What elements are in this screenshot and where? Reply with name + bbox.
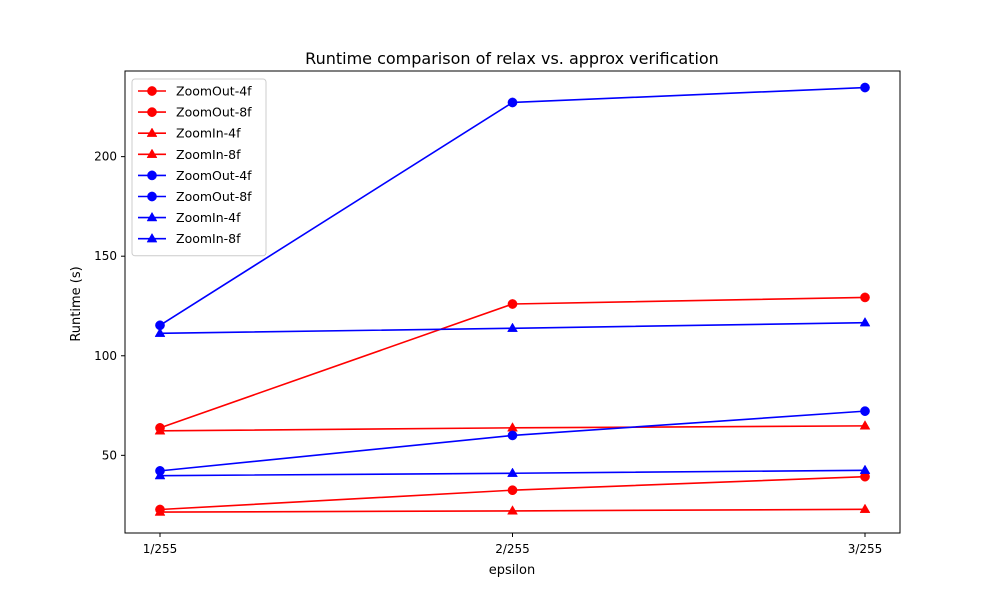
- legend-label: ZoomOut-8f: [176, 105, 252, 120]
- y-axis-label: Runtime (s): [69, 266, 84, 341]
- series-6: [154, 464, 871, 480]
- legend-marker: [147, 170, 157, 181]
- data-point: [507, 467, 518, 477]
- data-point: [860, 406, 870, 416]
- data-point: [154, 469, 166, 480]
- legend-item: ZoomOut-8f: [138, 189, 252, 204]
- data-point: [507, 505, 518, 515]
- legend-marker: [146, 232, 158, 243]
- legend-label: ZoomOut-4f: [176, 168, 252, 183]
- legend-label: ZoomOut-8f: [176, 189, 252, 204]
- legend-label: ZoomIn-8f: [176, 147, 241, 162]
- data-point: [860, 82, 870, 93]
- legend-item: ZoomOut-4f: [138, 84, 252, 99]
- series-7: [154, 317, 871, 337]
- series-5: [155, 82, 870, 331]
- legend-item: ZoomIn-4f: [138, 210, 241, 225]
- plot-area: 1/255 2/255 3/255 50 100 150 200: [94, 70, 901, 556]
- data-point: [859, 464, 871, 474]
- legend-item: ZoomIn-4f: [138, 126, 241, 141]
- data-point: [859, 503, 871, 513]
- x-axis-label: epsilon: [489, 563, 535, 578]
- data-point: [507, 485, 518, 496]
- data-point: [507, 299, 518, 309]
- series-1: [155, 292, 870, 433]
- legend-marker: [146, 148, 158, 158]
- y-tick-label: 100: [94, 349, 117, 363]
- series-line: [159, 296, 866, 429]
- legend-item: ZoomIn-8f: [138, 231, 241, 246]
- data-point: [154, 327, 166, 337]
- legend-label: ZoomIn-4f: [176, 210, 241, 225]
- x-tick-label: 1/255: [143, 542, 178, 556]
- data-point: [860, 292, 870, 303]
- chart-title: Runtime comparison of relax vs. approx v…: [305, 49, 719, 68]
- legend-marker: [146, 211, 158, 222]
- legend-item: ZoomOut-8f: [138, 105, 252, 120]
- legend: ZoomOut-4f ZoomOut-8f ZoomIn-4f ZoomIn-8f Zo…: [131, 78, 267, 257]
- x-tick-label: 3/255: [848, 542, 883, 556]
- legend-label: ZoomIn-4f: [176, 126, 241, 141]
- legend-box: [131, 78, 267, 257]
- y-tick-label: 50: [102, 448, 117, 462]
- data-point: [507, 430, 518, 441]
- series-line: [159, 410, 866, 472]
- series-4: [155, 406, 870, 476]
- legend-marker: [147, 86, 157, 96]
- data-point: [154, 506, 166, 516]
- data-point: [507, 422, 518, 432]
- legend-marker: [147, 191, 157, 202]
- legend-label: ZoomOut-4f: [176, 84, 252, 99]
- data-point: [859, 420, 871, 430]
- data-point: [154, 425, 166, 435]
- y-tick-label: 150: [94, 249, 117, 263]
- data-point: [859, 317, 871, 327]
- legend-item: ZoomOut-4f: [138, 168, 252, 183]
- data-point: [507, 97, 518, 108]
- legend-label: ZoomIn-8f: [176, 231, 241, 246]
- series-2: [154, 503, 871, 516]
- y-tick-label: 200: [94, 150, 117, 164]
- legend-marker: [147, 107, 157, 117]
- legend-item: ZoomIn-8f: [138, 147, 241, 162]
- data-point: [507, 322, 518, 332]
- series-3: [154, 420, 871, 435]
- x-tick-label: 2/255: [495, 542, 530, 556]
- legend-marker: [146, 127, 158, 137]
